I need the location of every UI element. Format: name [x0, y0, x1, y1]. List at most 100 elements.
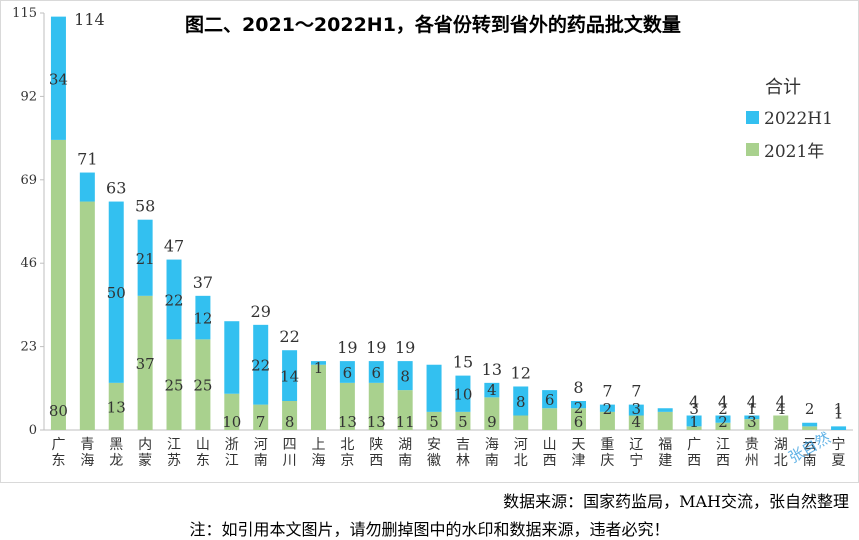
legend: 合计 2022H1 2021年	[746, 77, 833, 162]
data-label-2022h1: 1	[747, 400, 757, 418]
y-tick-label: 23	[20, 340, 37, 355]
y-tick-label: 0	[29, 423, 37, 438]
bar-2022h1	[484, 382, 500, 398]
category-label: 宁夏	[832, 436, 846, 469]
bar-2021	[599, 411, 615, 430]
category-char: 北	[774, 453, 788, 469]
category-char: 江	[167, 437, 181, 453]
bar-2021	[368, 382, 384, 430]
data-label-2022h1: 6	[343, 364, 353, 382]
legend-swatch-2022h1	[746, 111, 759, 124]
bar-2021	[79, 201, 95, 430]
category-char: 苏	[167, 453, 181, 469]
category-label: 辽宁	[629, 437, 643, 469]
legend-label-2022h1: 2022H1	[764, 109, 833, 129]
bar-2022h1	[253, 324, 269, 405]
category-char: 东	[51, 453, 65, 469]
data-label-2022h1: 2	[718, 400, 728, 418]
category-char: 徽	[427, 453, 441, 469]
category-char: 南	[398, 453, 412, 469]
category-label: 黑龙	[109, 437, 123, 469]
bar-2022h1	[137, 219, 153, 296]
data-label-2022h1: 1	[834, 400, 844, 418]
data-label-2022h1: 2	[574, 399, 584, 417]
category-char: 庆	[600, 453, 614, 469]
data-label-2022h1: 2	[603, 400, 613, 418]
category-char: 南	[485, 453, 499, 469]
bar-2022h1	[455, 375, 471, 412]
data-label-2022h1: 22	[251, 357, 270, 375]
bar-2021	[426, 411, 442, 430]
legend-title: 合计	[765, 77, 801, 98]
category-label: 上海	[311, 437, 325, 469]
data-label-2022h1: 12	[193, 310, 212, 328]
data-label-2022h1: 34	[49, 70, 68, 88]
data-label-total: 8	[573, 378, 583, 397]
category-label: 重庆	[600, 437, 614, 469]
data-label-2022h1: 2	[805, 400, 815, 418]
category-char: 津	[572, 453, 586, 469]
bar-2022h1	[571, 400, 587, 409]
data-label-2022h1: 50	[107, 284, 126, 302]
bar-2021	[542, 408, 558, 430]
bar-2021	[773, 415, 789, 430]
category-char: 州	[745, 453, 759, 469]
bar-2022h1	[426, 364, 442, 412]
category-char: 宁	[629, 452, 643, 469]
data-label-2021: 25	[164, 377, 183, 395]
bar-2022h1	[368, 361, 384, 383]
category-char: 重	[600, 437, 614, 453]
bar-2022h1	[224, 321, 240, 394]
category-char: 天	[572, 437, 586, 453]
bar-2022h1	[686, 415, 702, 427]
data-label-2021: 9	[487, 413, 497, 431]
data-label-2021: 8	[285, 413, 295, 431]
category-char: 北	[514, 453, 528, 469]
bar-2022h1	[79, 172, 95, 202]
data-label-2021: 1	[689, 413, 699, 431]
category-char: 云	[803, 437, 817, 453]
bar-2021	[224, 393, 240, 430]
legend-label-2021: 2021年	[764, 142, 824, 162]
category-label: 广东	[51, 437, 65, 469]
category-char: 安	[427, 437, 441, 453]
data-label-total: 37	[193, 273, 213, 292]
bar-2022h1	[282, 350, 298, 401]
category-char: 山	[543, 437, 557, 453]
category-char: 宁	[832, 436, 846, 453]
bar-2021	[628, 415, 644, 430]
category-char: 福	[658, 437, 672, 453]
bar-2021	[513, 415, 529, 430]
data-label-2021: 10	[222, 413, 241, 431]
category-label: 江苏	[167, 437, 181, 469]
data-label-total: 71	[77, 150, 97, 169]
category-label: 安徽	[427, 437, 441, 469]
data-label-2022h1: 1	[314, 359, 324, 377]
category-labels-group: 广东青海黑龙内蒙江苏山东浙江河南四川上海北京陕西湖南安徽吉林海南河北山西天津重庆…	[51, 436, 845, 469]
category-label: 河南	[254, 437, 268, 469]
bar-2021	[195, 339, 211, 430]
data-label-2022h1: 4	[776, 400, 786, 418]
category-char: 海	[80, 453, 94, 469]
category-char: 龙	[109, 453, 123, 469]
category-char: 海	[311, 453, 325, 469]
category-char: 河	[254, 437, 268, 453]
y-tick-label: 115	[12, 6, 37, 21]
data-label-total: 58	[135, 197, 155, 216]
bar-2021	[715, 422, 731, 430]
data-label-2021: 13	[367, 413, 386, 431]
category-char: 广	[687, 437, 701, 453]
data-label-total: 19	[395, 338, 415, 357]
category-char: 广	[51, 437, 65, 453]
bar-2022h1	[542, 390, 558, 409]
bar-2021	[484, 397, 500, 430]
data-label-total: 7	[602, 382, 612, 401]
data-label-2021: 7	[256, 413, 266, 431]
category-char: 夏	[832, 453, 846, 469]
bar-2021	[310, 364, 326, 430]
category-char: 湖	[774, 437, 788, 453]
bar-2021	[686, 426, 702, 430]
data-label-total: 19	[337, 338, 357, 357]
category-char: 河	[514, 437, 528, 453]
